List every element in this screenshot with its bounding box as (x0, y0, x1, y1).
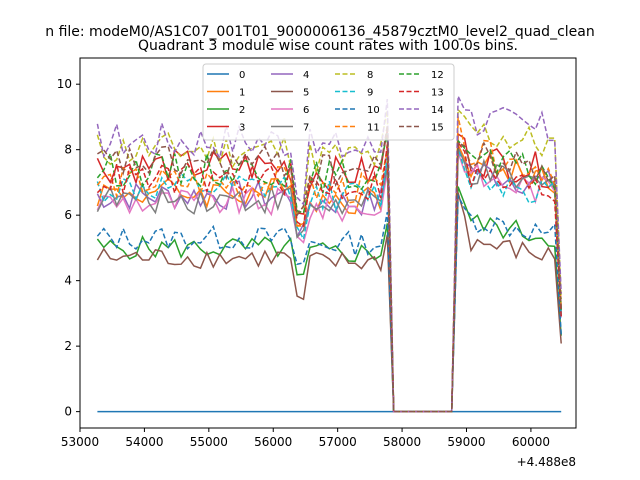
x-tick-label: 53000 (61, 435, 99, 449)
series-layer (96, 95, 562, 413)
legend-label-10: 10 (367, 105, 380, 116)
legend-label-2: 2 (239, 105, 245, 116)
x-tick-label: 60000 (512, 435, 550, 449)
series-line-2 (96, 186, 562, 413)
y-tick-label: 4 (64, 274, 72, 288)
legend-label-8: 8 (367, 70, 373, 81)
legend-label-15: 15 (431, 123, 444, 134)
legend-label-1: 1 (239, 88, 245, 99)
series-line-12 (96, 132, 562, 413)
figure-suptitle: n file: modeM0/AS1C07_001T01_9000006136_… (45, 24, 594, 40)
legend-frame (202, 63, 455, 141)
x-tick-label: 58000 (383, 435, 421, 449)
legend-label-6: 6 (303, 105, 309, 116)
legend-label-12: 12 (431, 70, 444, 81)
x-tick-label: 57000 (319, 435, 357, 449)
ticks-layer: 53000 54000 55000 56000 57000 58000 59000 60000… (57, 77, 550, 449)
legend-label-4: 4 (303, 70, 309, 81)
x-tick-label: 59000 (447, 435, 485, 449)
legend-label-3: 3 (239, 123, 245, 134)
series-line-10 (96, 192, 562, 413)
legend-label-11: 11 (367, 123, 380, 134)
x-tick-label: 55000 (190, 435, 228, 449)
legend-label-14: 14 (431, 105, 444, 116)
series-line-13 (96, 140, 562, 413)
x-tick-label: 54000 (125, 435, 163, 449)
y-tick-label: 2 (64, 339, 72, 353)
legend-label-13: 13 (431, 88, 444, 99)
series-line-7 (96, 147, 562, 413)
series-line-5 (96, 192, 562, 413)
y-tick-label: 8 (64, 143, 72, 157)
legend-label-7: 7 (303, 123, 309, 134)
legend-label-0: 0 (239, 70, 245, 81)
legend-label-5: 5 (303, 88, 309, 99)
y-tick-label: 6 (64, 208, 72, 222)
x-offset-label: +4.488e8 (517, 455, 576, 469)
legend-label-9: 9 (367, 88, 373, 99)
series-line-8 (96, 107, 562, 413)
x-tick-label: 56000 (254, 435, 292, 449)
y-tick-label: 0 (64, 405, 72, 419)
series-line-14 (96, 95, 562, 413)
y-tick-label: 10 (57, 77, 72, 91)
series-line-15 (97, 125, 562, 413)
chart-title: Quadrant 3 module wise count rates with … (138, 38, 518, 54)
series-line-11 (96, 116, 562, 413)
axes-frame (79, 57, 577, 429)
